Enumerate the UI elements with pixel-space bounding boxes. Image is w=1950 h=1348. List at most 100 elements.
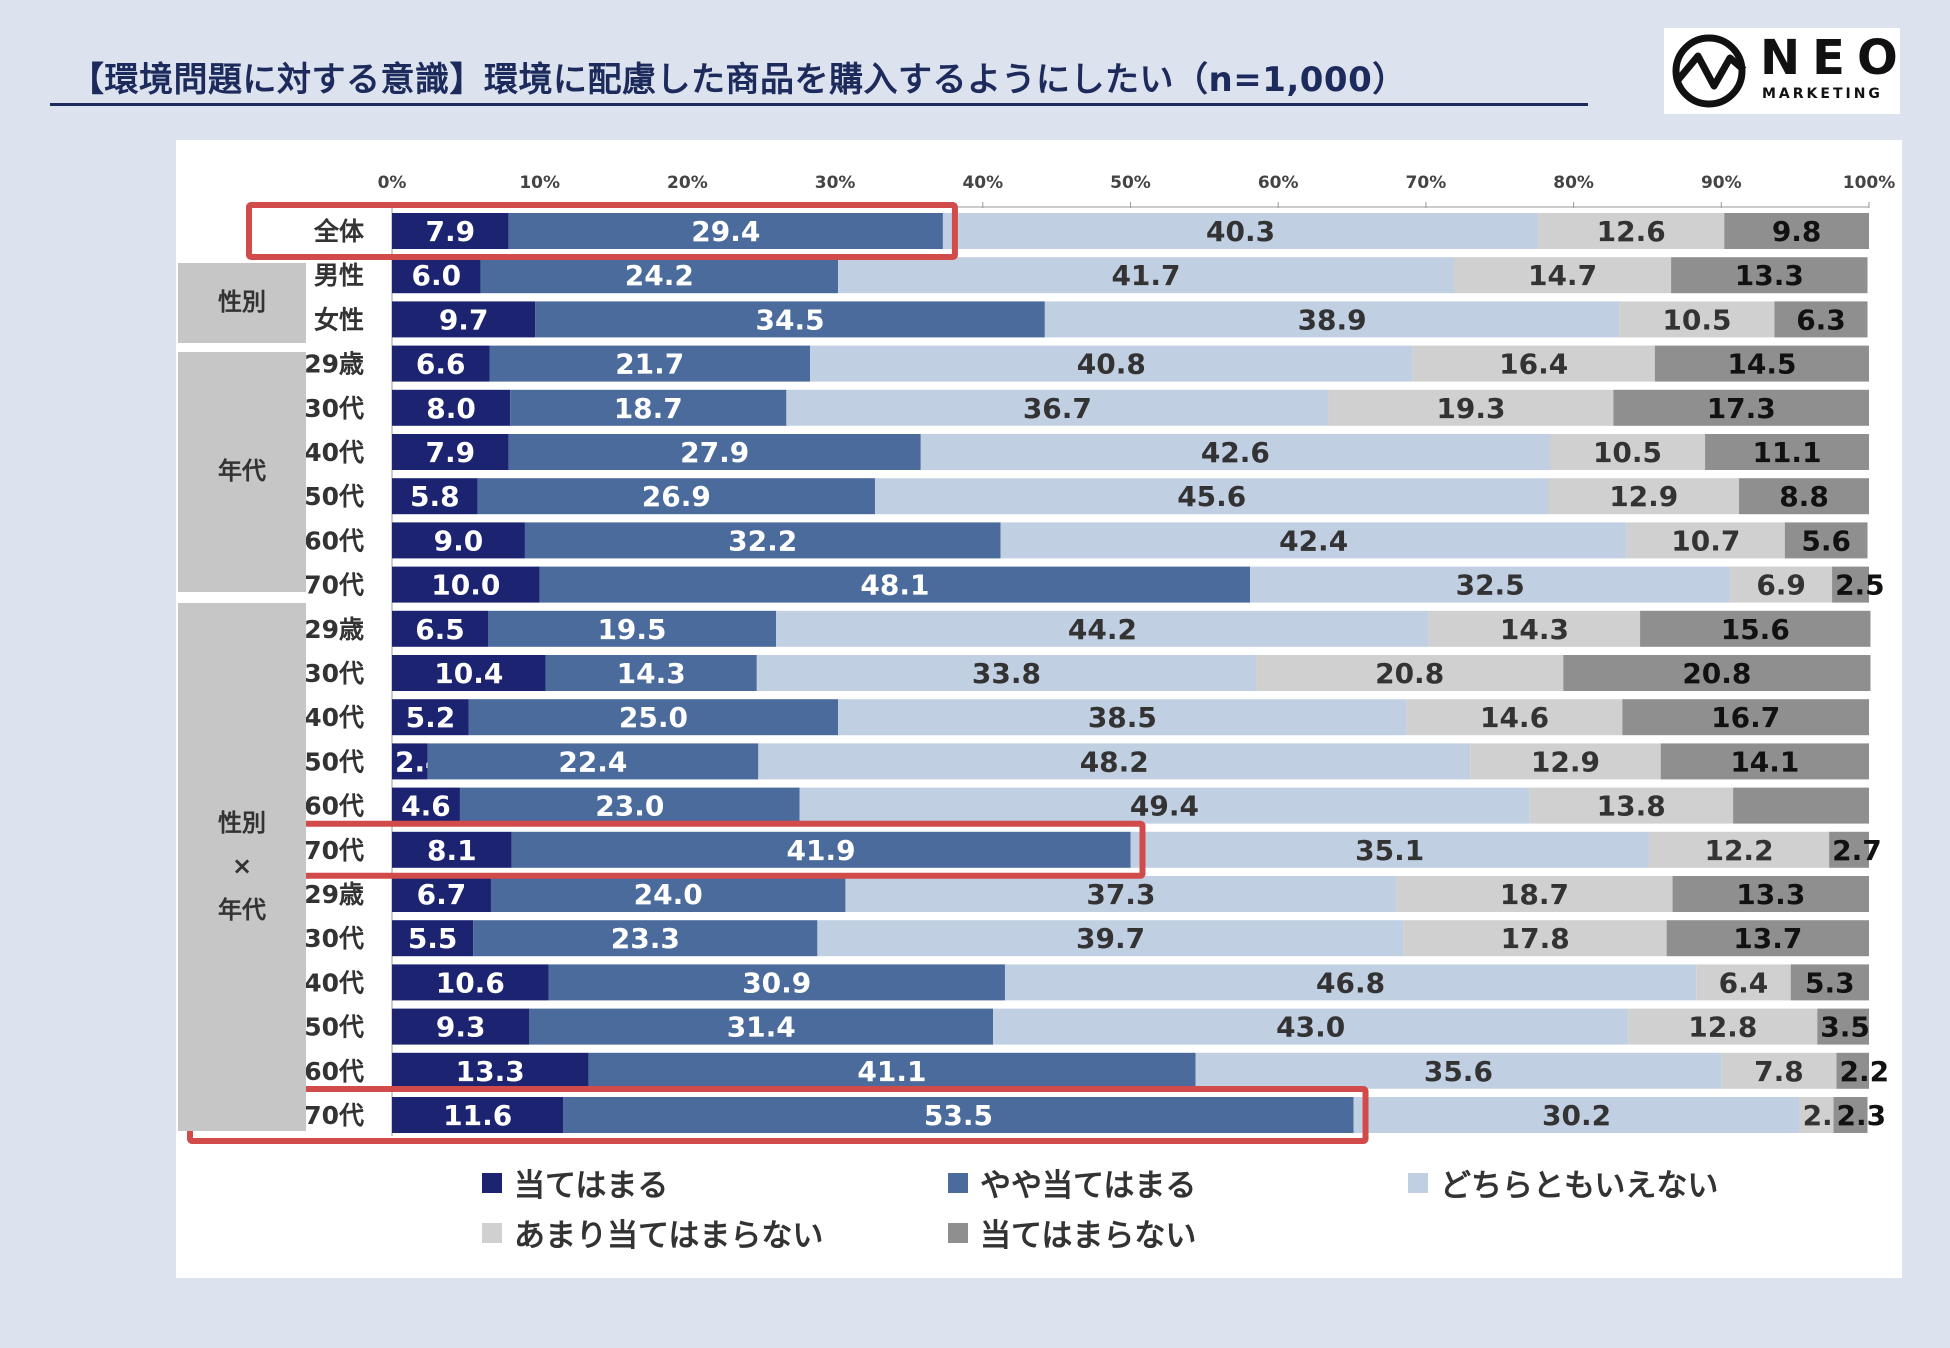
row-label: 30代	[304, 394, 364, 423]
neo-logo-icon	[1672, 34, 1747, 108]
bar-segment-2	[535, 301, 1045, 338]
data-label: 24.0	[634, 878, 703, 911]
bar-segment-4	[1648, 831, 1830, 868]
data-label: 13.8	[1597, 790, 1666, 823]
data-label: 24.2	[625, 259, 694, 292]
bar-segment-3	[756, 655, 1257, 691]
chart-title: 【環境問題に対する意識】環境に配慮した商品を購入するようにしたい（n=1,000…	[70, 60, 1407, 100]
bar-segment-1	[392, 1052, 589, 1089]
bar-segment-2	[480, 257, 839, 294]
data-label: 17.8	[1501, 922, 1570, 955]
data-label: 10.4	[434, 657, 503, 690]
data-label: 7.9	[426, 215, 476, 248]
bar-segment-1	[392, 920, 474, 957]
logo-subtitle: MARKETING	[1762, 86, 1883, 102]
data-label: 14.1	[1730, 745, 1799, 778]
bar-segment-3	[1044, 301, 1620, 338]
row-label: 男性	[314, 261, 364, 290]
x-tick-label: 100%	[1843, 173, 1896, 193]
x-tick-label: 10%	[519, 173, 560, 193]
row-label: 全体	[313, 217, 365, 246]
bar-segment-3	[993, 1008, 1629, 1045]
data-label: 2.3	[1837, 1099, 1887, 1132]
x-tick-label: 90%	[1701, 173, 1742, 193]
row-label: 60代	[304, 526, 364, 555]
data-label: 10.5	[1662, 303, 1731, 336]
bar-segment-5	[1613, 389, 1869, 426]
legend-label-3: どちらともいえない	[1440, 1168, 1719, 1204]
bar-segment-2	[511, 831, 1131, 868]
data-label: 45.6	[1177, 480, 1246, 513]
data-label: 21.7	[615, 348, 684, 381]
data-label: 32.5	[1456, 569, 1525, 602]
bar-segment-2	[563, 1097, 1354, 1133]
data-label: 5.2	[406, 701, 456, 734]
bar-segment-1	[392, 831, 512, 868]
data-label: 30.2	[1542, 1099, 1611, 1132]
bar-segment-5	[1833, 1097, 1868, 1133]
data-label: 7.8	[1754, 1055, 1804, 1088]
bar-segment-4	[1256, 655, 1564, 691]
data-label: 20.8	[1682, 657, 1751, 690]
data-label: 10.5	[1593, 436, 1662, 469]
bar-segment-2	[468, 699, 839, 736]
group-label-gender: 性別	[178, 263, 306, 343]
legend-item-2: やや当てはまる	[948, 1160, 1196, 1205]
data-label: 12.6	[1597, 215, 1666, 248]
bar-segment-2	[489, 345, 810, 382]
bar-segment-4	[1799, 1097, 1834, 1133]
data-label: 2.7	[1832, 834, 1882, 867]
legend-swatch-4	[482, 1222, 502, 1243]
data-label: 8.0	[426, 392, 476, 425]
bar-segment-4	[1730, 566, 1833, 603]
bar-segment-4	[1529, 787, 1734, 824]
data-label: 25.0	[619, 701, 688, 734]
bar-segment-4	[1412, 345, 1655, 382]
data-label: 14.6	[1480, 701, 1549, 734]
data-label: 48.2	[1080, 745, 1149, 778]
bar-segment-5	[1654, 345, 1869, 382]
highlight-box	[246, 202, 958, 260]
bar-segment-2	[508, 213, 943, 249]
bar-segment-4	[1721, 1052, 1837, 1089]
neo-marketing-logo: NEO MARKETING	[1664, 28, 1900, 114]
data-label: 22.4	[558, 745, 627, 778]
group-label-age: 年代	[178, 352, 306, 592]
bar-segment-1	[392, 1097, 564, 1133]
data-label: 49.4	[1130, 790, 1199, 823]
data-label: 36.7	[1023, 392, 1092, 425]
data-label: 5.6	[1801, 524, 1851, 557]
data-label: 3.5	[1820, 1011, 1870, 1044]
data-label: 13.3	[1736, 878, 1805, 911]
bar-segment-3	[786, 389, 1329, 426]
bar-segment-3	[920, 434, 1550, 470]
data-label: 6.7	[417, 878, 467, 911]
bar-segment-2	[539, 566, 1251, 603]
data-label: 6.9	[1756, 569, 1806, 602]
bar-segment-1	[392, 743, 428, 780]
data-label: 10.6	[436, 966, 505, 999]
bar-segment-5	[1660, 743, 1869, 780]
data-label: 44.2	[1068, 613, 1137, 646]
bar-segment-2	[508, 434, 921, 470]
data-label: 12.9	[1609, 480, 1678, 513]
bar-segment-2	[477, 478, 875, 515]
legend-label-1: 当てはまる	[514, 1168, 669, 1204]
data-label: 6.4	[1719, 966, 1769, 999]
data-label: 33.8	[972, 657, 1041, 690]
bar-segment-3	[845, 876, 1397, 912]
data-label: 14.5	[1727, 348, 1796, 381]
data-label: 5.5	[408, 922, 458, 955]
legend-swatch-3	[1408, 1172, 1428, 1193]
bar-segment-5	[1672, 876, 1869, 912]
group-label-gender-by-age-top: 性別	[218, 809, 266, 838]
data-label: 15.6	[1721, 613, 1790, 646]
row-label: 40代	[304, 438, 364, 467]
data-label: 19.5	[597, 613, 666, 646]
data-label: 35.6	[1424, 1055, 1493, 1088]
bar-segment-2	[545, 655, 757, 691]
data-label: 7.9	[426, 436, 476, 469]
bar-segment-4	[1328, 389, 1614, 426]
data-label: 14.7	[1528, 259, 1597, 292]
legend-item-4: あまり当てはまらない	[482, 1210, 823, 1255]
